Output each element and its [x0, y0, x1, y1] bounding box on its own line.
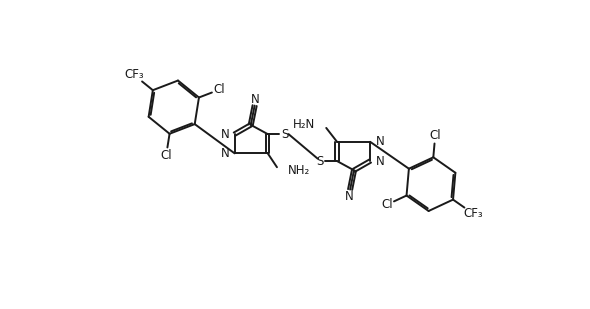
- Text: CF₃: CF₃: [124, 68, 143, 81]
- Text: Cl: Cl: [213, 83, 225, 96]
- Text: Cl: Cl: [160, 149, 172, 162]
- Text: N: N: [375, 135, 384, 148]
- Text: H₂N: H₂N: [293, 118, 316, 131]
- Text: Cl: Cl: [381, 198, 393, 211]
- Text: N: N: [251, 93, 260, 106]
- Text: CF₃: CF₃: [463, 207, 483, 220]
- Text: Cl: Cl: [430, 129, 441, 142]
- Text: N: N: [221, 147, 230, 160]
- Text: S: S: [316, 154, 324, 167]
- Text: N: N: [345, 190, 354, 203]
- Text: N: N: [375, 154, 384, 167]
- Text: N: N: [221, 128, 230, 141]
- Text: NH₂: NH₂: [288, 164, 310, 177]
- Text: S: S: [281, 128, 289, 141]
